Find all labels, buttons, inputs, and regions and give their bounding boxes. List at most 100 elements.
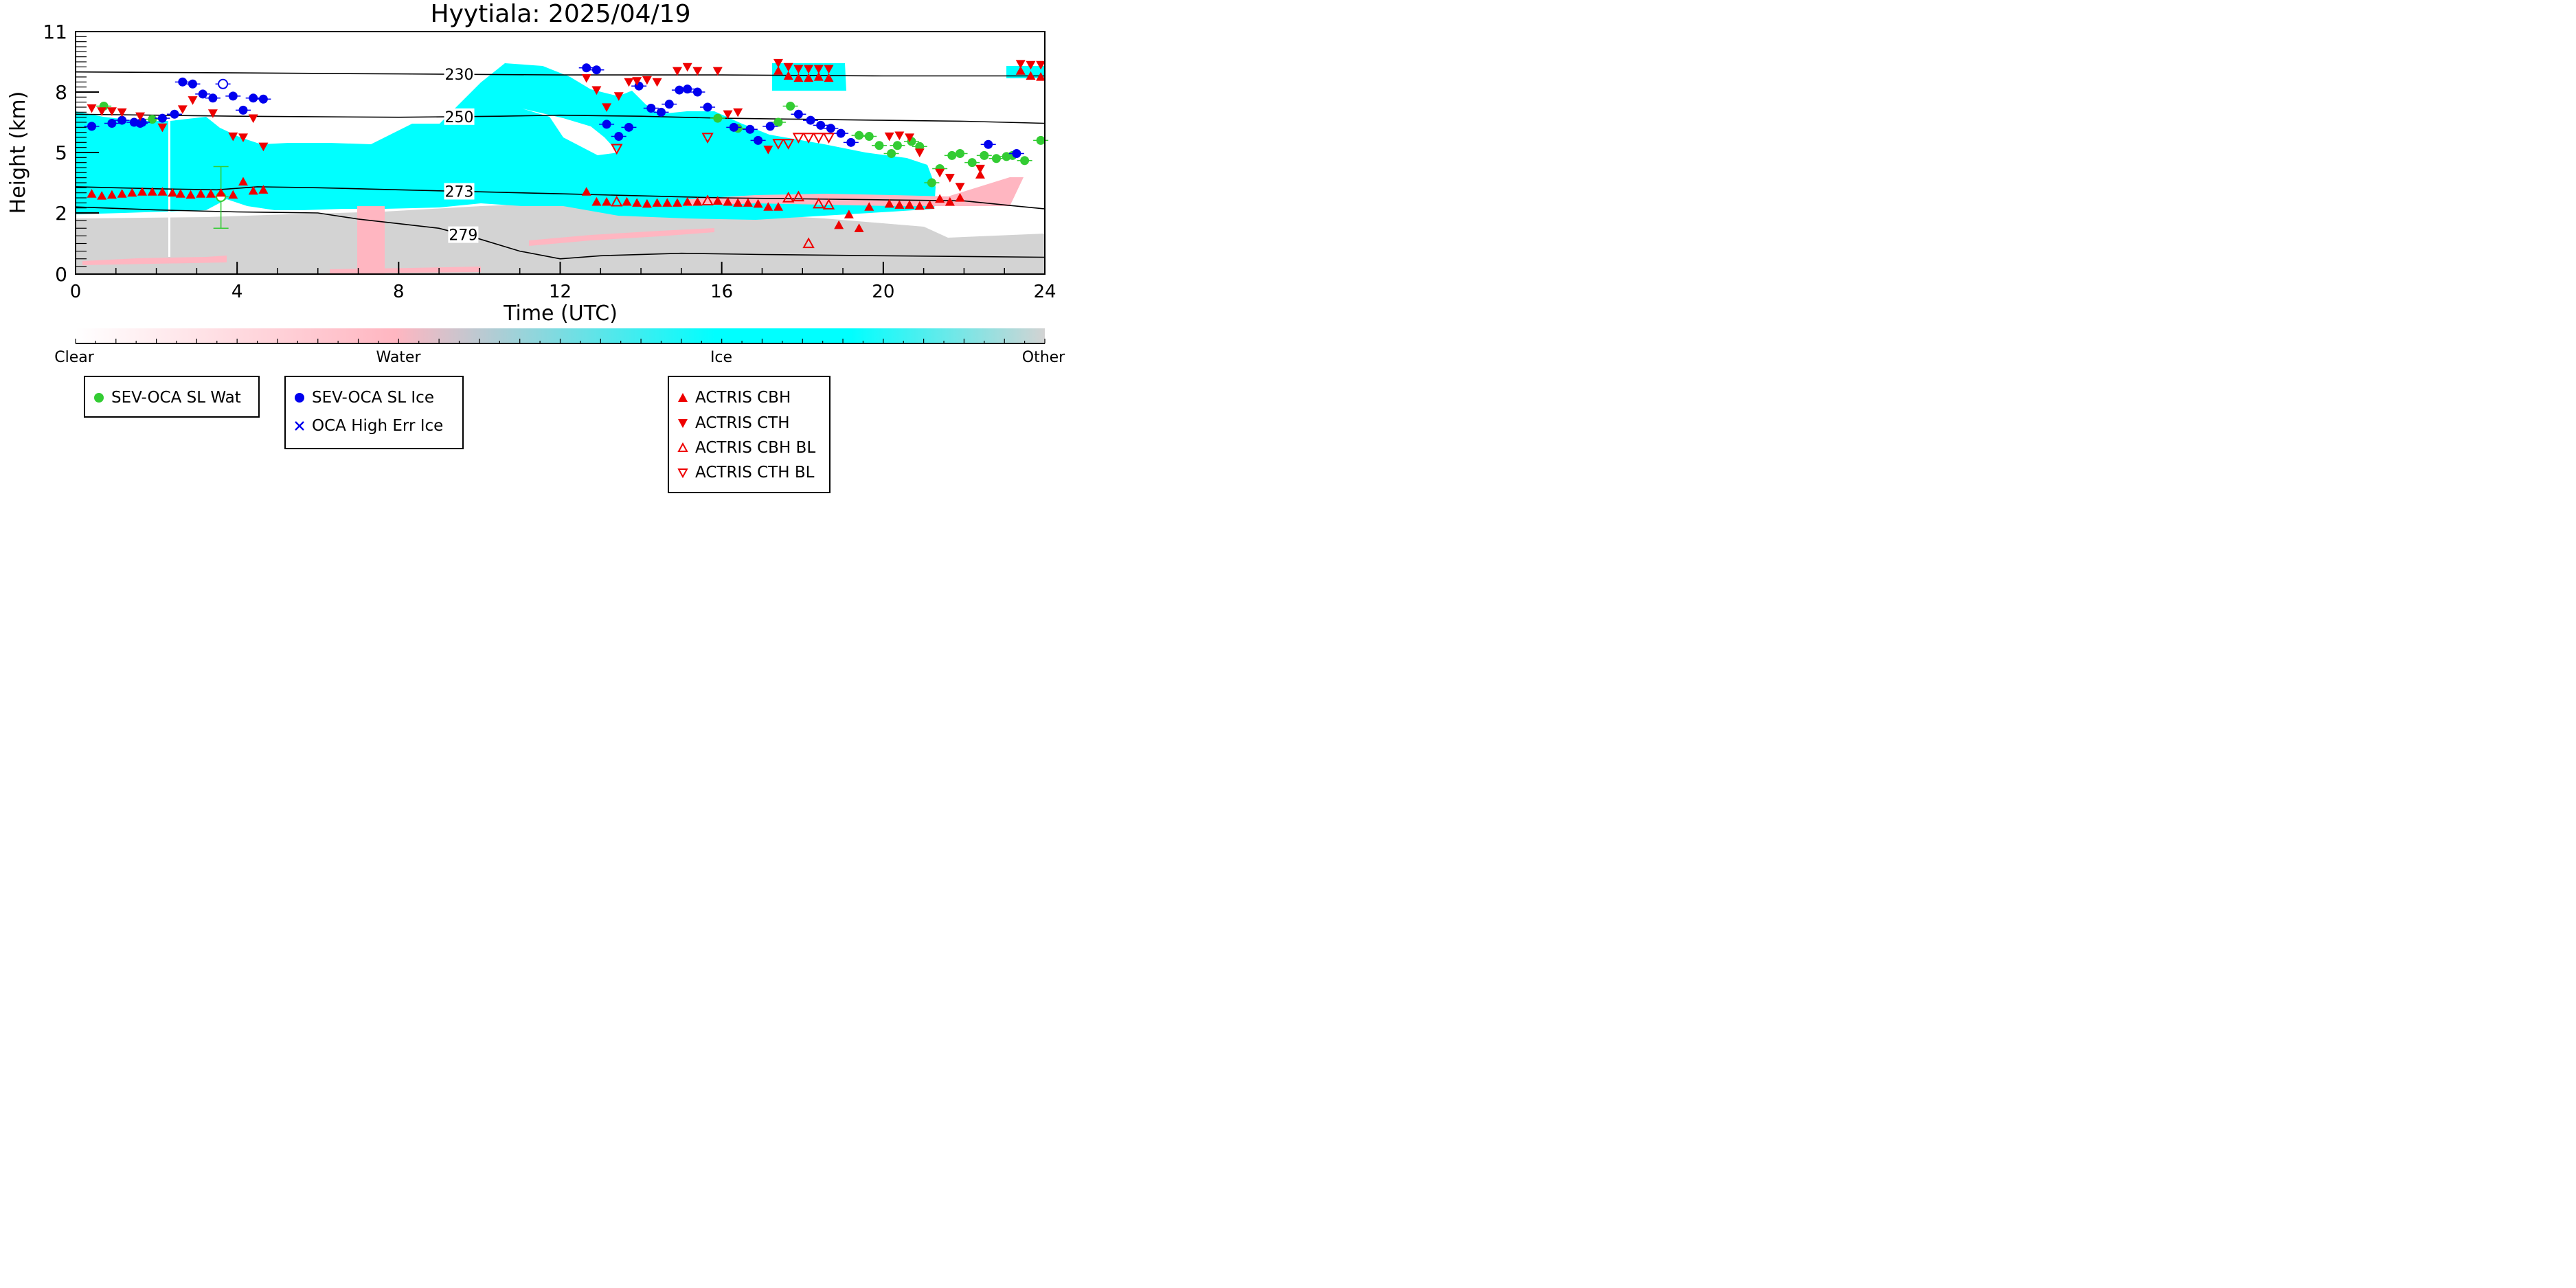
marker-actris-cth bbox=[955, 183, 965, 192]
marker-actris-cbh bbox=[854, 223, 864, 232]
marker-sev-oca-sl-ice bbox=[1012, 148, 1021, 158]
marker-sev-oca-sl-ice bbox=[765, 122, 775, 131]
marker-actris-cbh bbox=[884, 199, 894, 208]
isotherm-label-bg bbox=[444, 183, 475, 200]
y-tick-label: 0 bbox=[55, 263, 67, 286]
marker-sev-oca-sl-ice bbox=[107, 118, 117, 128]
chart-title: Hyytiala: 2025/04/19 bbox=[431, 0, 691, 28]
marker-sev-oca-sl-ice bbox=[624, 122, 633, 132]
marker-sev-oca-sl-wat bbox=[773, 117, 783, 127]
red-open-triangle-up-icon bbox=[677, 442, 688, 452]
marker-actris-cbh bbox=[205, 189, 216, 198]
marker-sev-oca-sl-ice bbox=[258, 94, 268, 104]
legend-water: SEV-OCA SL Wat bbox=[84, 376, 260, 418]
marker-actris-cth bbox=[914, 148, 925, 157]
marker-actris-cbh bbox=[248, 185, 258, 195]
x-tick-label: 0 bbox=[70, 282, 82, 302]
marker-sev-oca-sl-wat bbox=[892, 141, 902, 150]
marker-actris-cth bbox=[672, 67, 682, 76]
red-triangle-down-icon bbox=[678, 419, 688, 428]
marker-actris-cth bbox=[905, 133, 915, 142]
marker-actris-cth bbox=[975, 164, 985, 174]
marker-sev-oca-sl-ice bbox=[157, 113, 167, 123]
marker-actris-cth bbox=[813, 65, 824, 74]
marker-actris-cth-bl bbox=[701, 133, 714, 144]
water-region bbox=[82, 256, 227, 265]
marker-actris-cbh-bl bbox=[813, 197, 825, 209]
marker-actris-cbh bbox=[137, 187, 148, 196]
x-tick-label: 4 bbox=[231, 282, 243, 302]
marker-sev-oca-sl-ice bbox=[238, 105, 248, 115]
x-tick-label: 16 bbox=[710, 282, 733, 302]
legend-entry-sev-oca-sl-ice: SEV-OCA SL Ice bbox=[293, 388, 434, 407]
legend-entry-actris-cbh-bl: ACTRIS CBH BL bbox=[676, 438, 815, 457]
marker-sev-oca-sl-ice bbox=[664, 100, 674, 109]
marker-actris-cbh bbox=[1015, 66, 1026, 75]
marker-actris-cth bbox=[652, 78, 662, 87]
marker-actris-cbh bbox=[914, 201, 925, 210]
legend-label: OCA High Err Ice bbox=[312, 417, 444, 435]
marker-actris-cbh bbox=[793, 73, 804, 82]
marker-sev-oca-sl-ice bbox=[582, 63, 591, 73]
marker-actris-cbh-bl bbox=[802, 237, 815, 249]
marker-actris-cth bbox=[824, 65, 834, 74]
marker-sev-oca-sl-wat bbox=[947, 150, 957, 160]
legend-actris: ACTRIS CBH ACTRIS CTH ACTRIS CBH BL ACTR… bbox=[668, 376, 831, 493]
marker-sev-oca-sl-ice-open bbox=[218, 78, 229, 89]
legend-entry-actris-cbh: ACTRIS CBH bbox=[676, 388, 791, 407]
marker-actris-cbh bbox=[935, 194, 945, 203]
marker-sev-oca-sl-wat bbox=[864, 132, 874, 142]
marker-sev-oca-sl-ice bbox=[137, 117, 147, 127]
marker-actris-cth bbox=[682, 63, 692, 72]
marker-sev-oca-sl-wat bbox=[887, 148, 896, 158]
marker-actris-cbh bbox=[1036, 72, 1046, 81]
marker-actris-cbh bbox=[743, 198, 753, 207]
y-tick-label: 11 bbox=[43, 21, 67, 43]
x-tick-label: 12 bbox=[549, 282, 572, 302]
marker-actris-cth bbox=[613, 92, 624, 101]
marker-actris-cbh bbox=[834, 220, 844, 229]
marker-actris-cth bbox=[624, 78, 634, 87]
isotherm-label-bg bbox=[448, 226, 479, 243]
water-region bbox=[529, 228, 714, 246]
marker-sev-oca-sl-ice bbox=[826, 124, 835, 133]
legend-ice: SEV-OCA SL Ice OCA High Err Ice bbox=[284, 376, 464, 449]
marker-actris-cbh-bl bbox=[701, 194, 714, 205]
data-markers bbox=[84, 58, 1049, 249]
marker-actris-cth bbox=[712, 67, 723, 76]
marker-actris-cbh bbox=[216, 188, 226, 197]
isotherm-label: 250 bbox=[445, 109, 474, 126]
marker-actris-cth-bl bbox=[611, 144, 623, 155]
marker-actris-cth bbox=[632, 77, 642, 86]
marker-actris-cbh-bl bbox=[782, 191, 795, 203]
isotherm-label-bg bbox=[444, 66, 475, 83]
marker-sev-oca-sl-wat bbox=[1020, 156, 1030, 166]
ice-region-right bbox=[1006, 66, 1045, 78]
clear-gap bbox=[522, 109, 618, 155]
marker-actris-cth-bl bbox=[782, 139, 795, 150]
marker-sev-oca-sl-ice bbox=[614, 132, 624, 142]
marker-actris-cbh bbox=[804, 73, 814, 82]
marker-actris-cbh bbox=[168, 188, 178, 197]
marker-sev-oca-sl-ice bbox=[117, 115, 127, 125]
marker-actris-cbh bbox=[642, 199, 652, 208]
blue-x-icon bbox=[295, 421, 304, 431]
marker-actris-cth bbox=[157, 123, 168, 133]
legend-label: SEV-OCA SL Ice bbox=[312, 389, 434, 407]
marker-actris-cth bbox=[1026, 60, 1036, 70]
marker-actris-cth bbox=[894, 131, 905, 141]
water-region bbox=[357, 206, 385, 274]
marker-sev-oca-sl-ice bbox=[806, 115, 815, 125]
marker-sev-oca-sl-ice bbox=[170, 109, 179, 119]
marker-actris-cbh bbox=[106, 190, 117, 199]
marker-actris-cth bbox=[228, 132, 238, 142]
red-triangle-up-icon bbox=[678, 393, 688, 402]
marker-sev-oca-sl-wat bbox=[855, 131, 864, 140]
marker-actris-cth-bl bbox=[772, 139, 784, 150]
marker-actris-cth bbox=[207, 109, 218, 118]
legend-label: ACTRIS CTH bbox=[695, 414, 790, 432]
x-tick-label: 8 bbox=[393, 282, 405, 302]
marker-sev-oca-sl-ice bbox=[675, 85, 684, 95]
marker-actris-cbh bbox=[945, 196, 955, 206]
marker-sev-oca-sl-wat bbox=[786, 102, 795, 111]
